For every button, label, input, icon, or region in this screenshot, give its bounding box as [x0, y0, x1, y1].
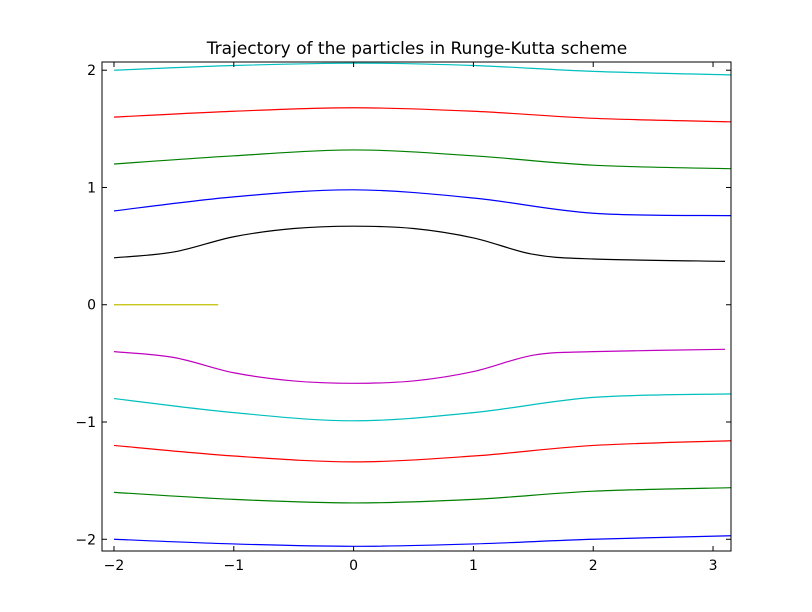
y-tick-label-2: −1 — [75, 415, 96, 431]
chart-title: Trajectory of the particles in Runge-Kut… — [206, 39, 627, 59]
tick-labels: −2 −1 0 1 2 3 −2 −1 0 1 2 — [75, 63, 717, 574]
x-tick-label-5: 2 — [589, 558, 598, 574]
x-tick-label-1: −2 — [104, 558, 125, 574]
y-tick-label-1: −2 — [75, 532, 96, 548]
series-line-3 — [113, 149, 732, 170]
series-line-8 — [113, 393, 732, 422]
series-line-10 — [113, 487, 732, 504]
plot-frame — [101, 61, 732, 552]
series-line-7 — [113, 348, 726, 384]
series-line-11 — [113, 535, 732, 547]
axis-ticks — [102, 62, 731, 551]
series-line-2 — [113, 107, 732, 123]
x-tick-label-3: 0 — [349, 558, 358, 574]
series-line-4 — [113, 189, 732, 217]
y-tick-label-4: 1 — [87, 180, 96, 196]
x-tick-label-4: 1 — [469, 558, 478, 574]
y-tick-label-3: 0 — [87, 298, 96, 314]
x-tick-label-6: 3 — [709, 558, 718, 574]
series-line-1 — [113, 62, 732, 76]
x-tick-label-2: −1 — [223, 558, 244, 574]
series-line-9 — [113, 440, 732, 463]
series-lines — [113, 62, 732, 547]
y-tick-label-5: 2 — [87, 63, 96, 79]
series-line-5 — [113, 225, 726, 262]
